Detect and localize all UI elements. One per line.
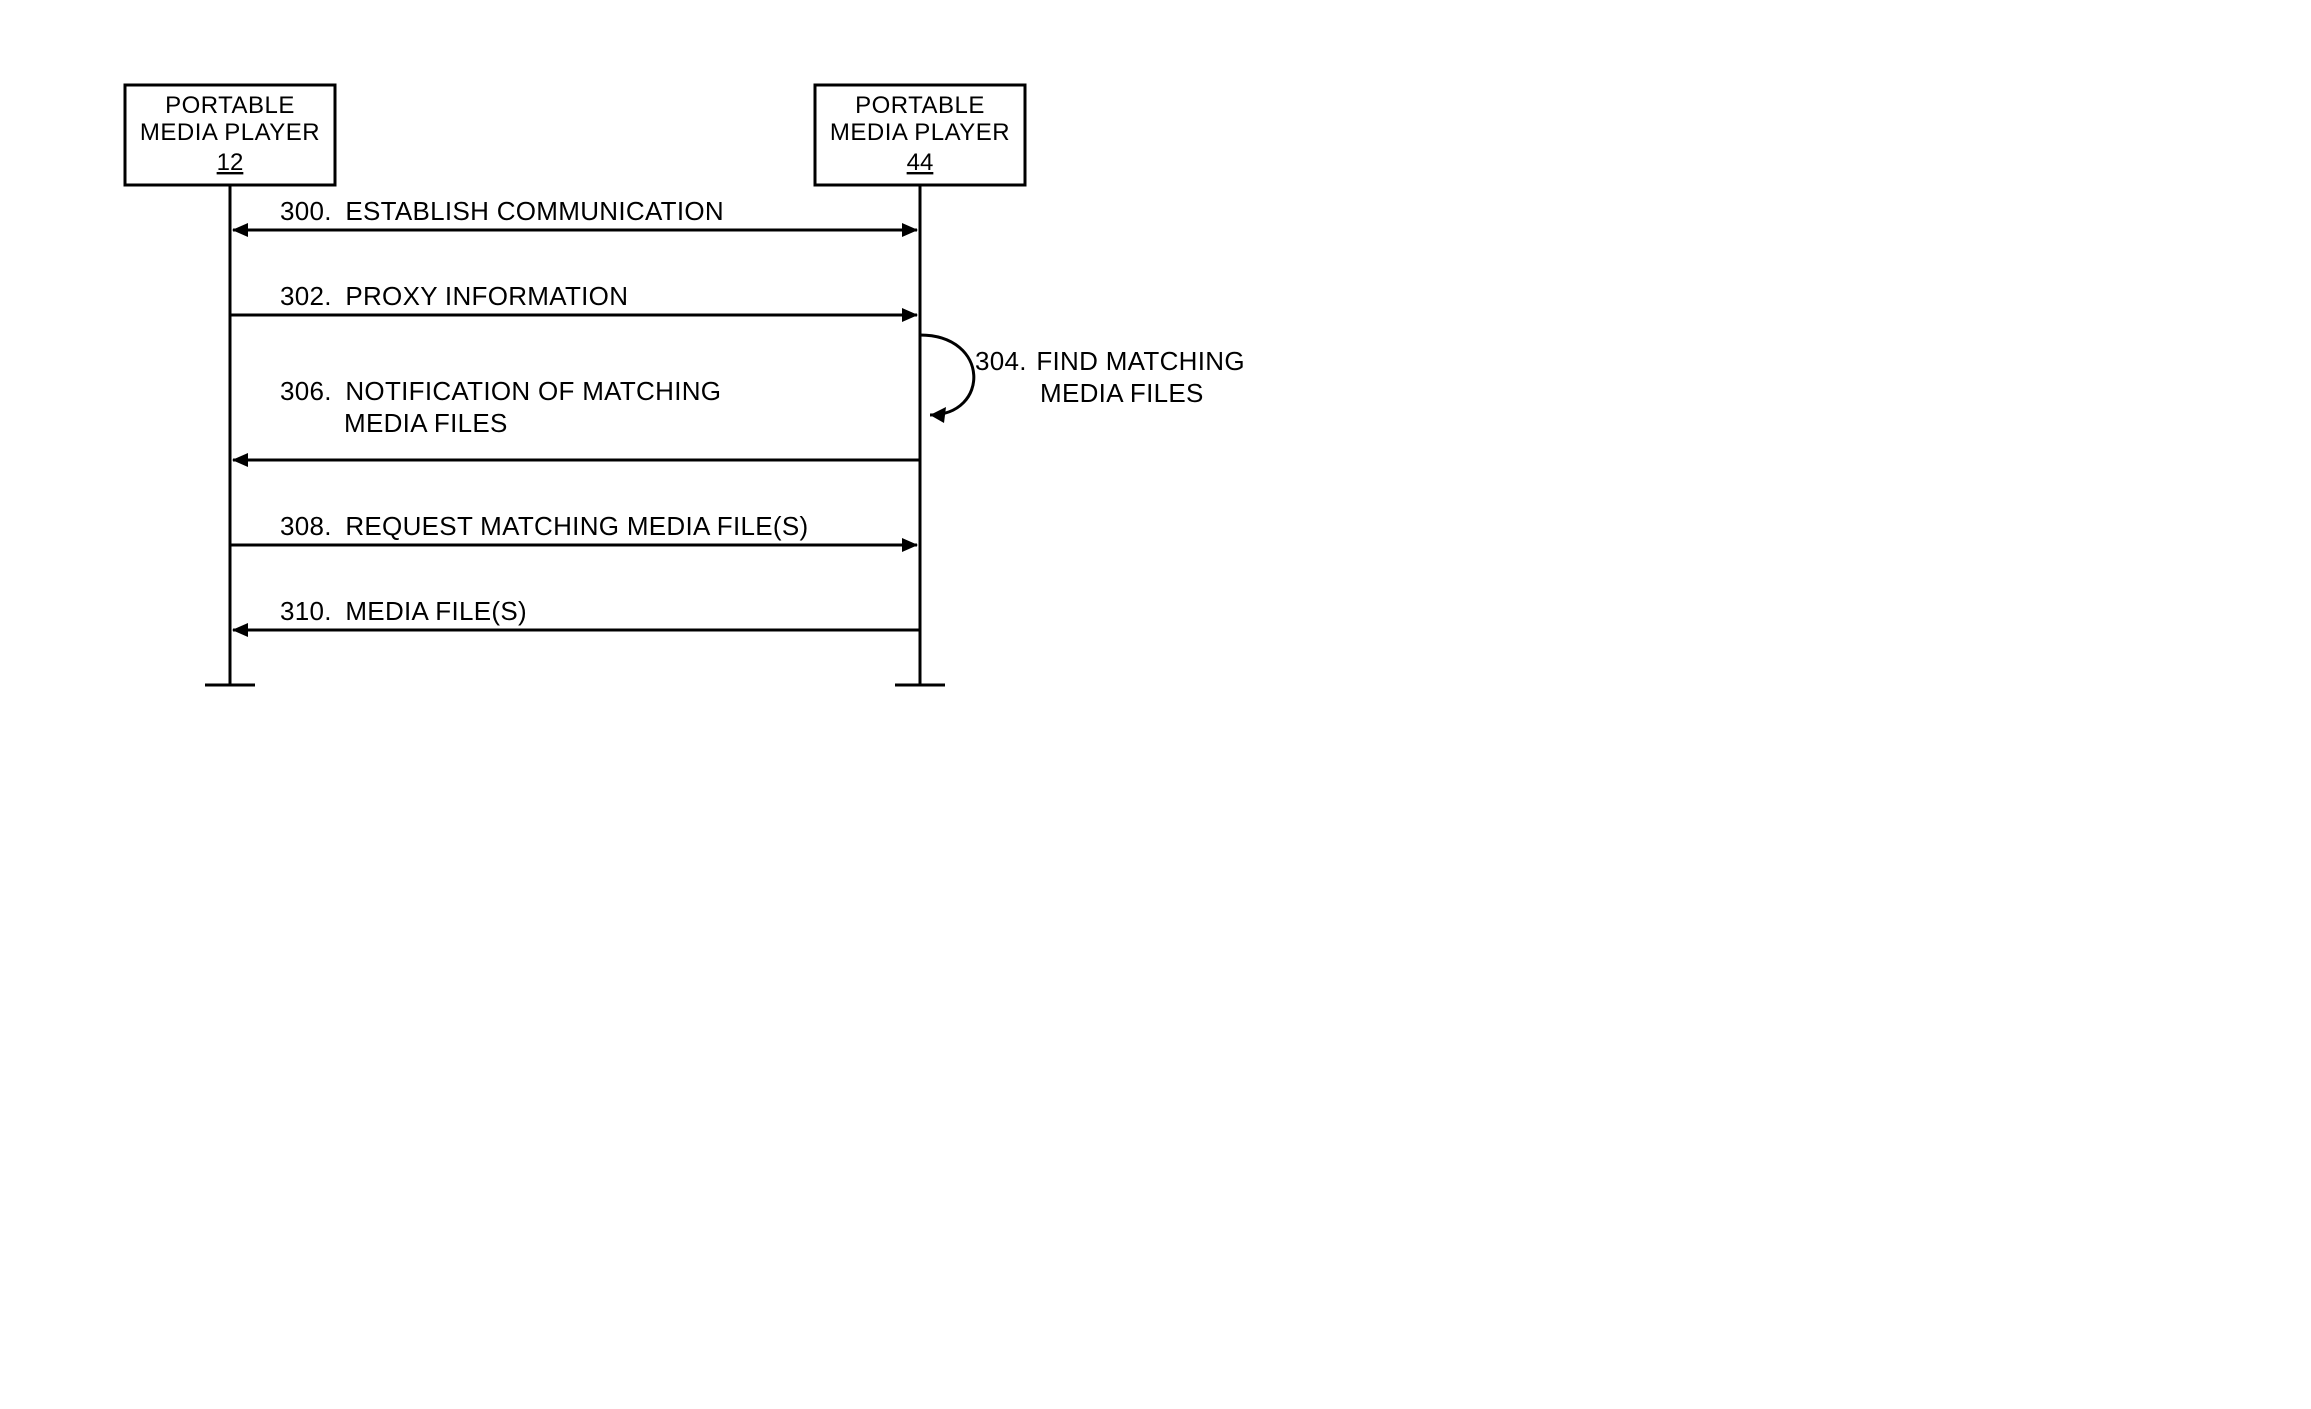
participant-right: PORTABLE MEDIA PLAYER 44 <box>815 85 1025 185</box>
msg-300-num: 300. <box>280 196 332 226</box>
msg-304-num: 304. <box>975 346 1027 376</box>
msg-310-num: 310. <box>280 596 332 626</box>
sequence-diagram: PORTABLE MEDIA PLAYER 12 PORTABLE MEDIA … <box>0 0 1540 940</box>
participant-right-line1: PORTABLE <box>855 92 985 119</box>
msg-308-label: 308. REQUEST MATCHING MEDIA FILE(S) <box>280 511 808 541</box>
msg-300-text: ESTABLISH COMMUNICATION <box>345 196 724 226</box>
msg-306-label-line1: 306. NOTIFICATION OF MATCHING <box>280 376 721 406</box>
msg-302-num: 302. <box>280 281 332 311</box>
msg-308-text: REQUEST MATCHING MEDIA FILE(S) <box>345 511 808 541</box>
msg-306-text1: NOTIFICATION OF MATCHING <box>345 376 721 406</box>
msg-302-text: PROXY INFORMATION <box>345 281 628 311</box>
participant-left-line1: PORTABLE <box>165 92 295 119</box>
msg-306-num: 306. <box>280 376 332 406</box>
msg-306-label-line2: MEDIA FILES <box>344 408 508 438</box>
msg-304-text1: FIND MATCHING <box>1036 346 1245 376</box>
participant-left-id: 12 <box>217 149 244 176</box>
msg-310-label: 310. MEDIA FILE(S) <box>280 596 527 626</box>
msg-304-label-line1: 304. FIND MATCHING <box>975 346 1245 376</box>
participant-left-line2: MEDIA PLAYER <box>140 119 320 146</box>
participant-right-line2: MEDIA PLAYER <box>830 119 1010 146</box>
participant-left: PORTABLE MEDIA PLAYER 12 <box>125 85 335 185</box>
msg-304-label-line2: MEDIA FILES <box>1040 378 1204 408</box>
msg-304-loop-arrowhead <box>930 407 946 423</box>
msg-300-label: 300. ESTABLISH COMMUNICATION <box>280 196 724 226</box>
msg-302-label: 302. PROXY INFORMATION <box>280 281 628 311</box>
msg-308-num: 308. <box>280 511 332 541</box>
msg-304-loop <box>920 335 974 415</box>
participant-right-id: 44 <box>907 149 934 176</box>
msg-310-text: MEDIA FILE(S) <box>345 596 527 626</box>
